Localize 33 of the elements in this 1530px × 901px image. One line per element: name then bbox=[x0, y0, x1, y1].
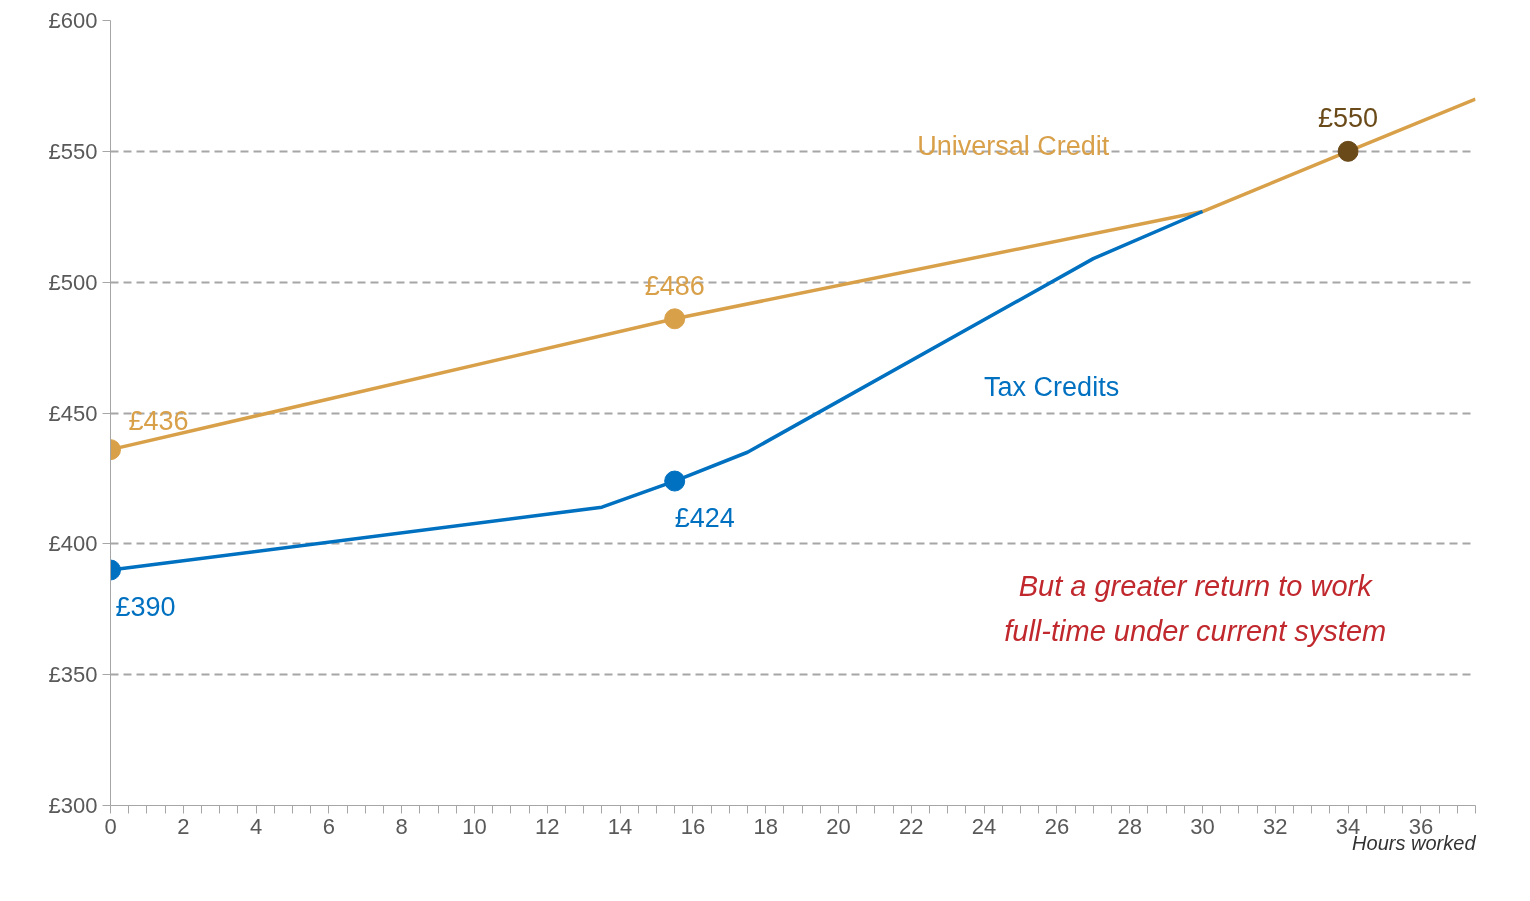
x-tick-label: 20 bbox=[826, 813, 851, 839]
x-tick-label: 10 bbox=[462, 813, 487, 839]
data-label: £486 bbox=[644, 270, 705, 301]
x-tick-label: 22 bbox=[899, 813, 924, 839]
data-label: £550 bbox=[1318, 103, 1379, 134]
data-label: £424 bbox=[674, 503, 735, 534]
x-tick-label: 14 bbox=[607, 813, 633, 839]
data-label: £436 bbox=[128, 405, 189, 436]
annotation: But a greater return to work full-time under current system bbox=[1004, 569, 1387, 648]
y-tick-label: £350 bbox=[48, 662, 98, 688]
y-tick-label: £450 bbox=[48, 400, 98, 426]
x-tick-label: 12 bbox=[535, 813, 560, 839]
x-tick-label: 6 bbox=[322, 813, 336, 839]
x-tick-label: 2 bbox=[177, 813, 190, 839]
text: Universal Credit bbox=[917, 131, 1110, 162]
x-tick-label: 4 bbox=[249, 813, 263, 839]
y-tick-label: £300 bbox=[48, 793, 98, 818]
x-tick-label: 28 bbox=[1117, 813, 1142, 839]
x-tick-label: 30 bbox=[1190, 813, 1215, 839]
x-tick-label: 36 bbox=[1408, 813, 1434, 839]
y-tick-label: £400 bbox=[48, 531, 98, 557]
series-label: Tax Credits bbox=[984, 371, 1120, 402]
x-tick-label: 24 bbox=[971, 813, 997, 839]
x-tick-label: 32 bbox=[1263, 813, 1288, 839]
data-label: £390 bbox=[115, 592, 176, 622]
x-tick-label: 8 bbox=[395, 813, 408, 839]
y-tick-label: £600 bbox=[48, 8, 98, 33]
y-tick-label: £500 bbox=[48, 269, 98, 295]
x-tick-label: 18 bbox=[753, 813, 778, 839]
y-tick-label: £550 bbox=[48, 138, 98, 164]
x-tick-label: 16 bbox=[680, 813, 706, 839]
x-tick-label: 26 bbox=[1044, 813, 1070, 839]
x-tick-label: 0 bbox=[104, 813, 117, 839]
